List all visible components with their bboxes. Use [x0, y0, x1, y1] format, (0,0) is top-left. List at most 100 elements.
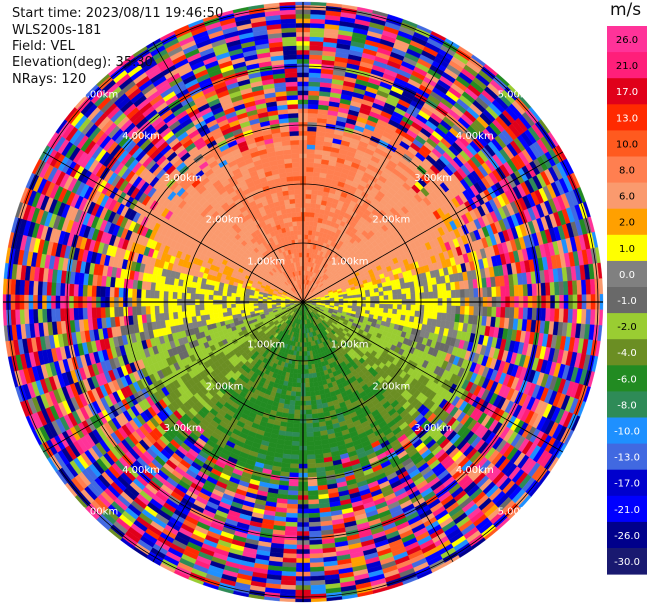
- velocity-gate: [387, 308, 393, 314]
- velocity-gate: [288, 481, 299, 487]
- velocity-gate: [304, 382, 310, 388]
- velocity-gate: [401, 293, 407, 300]
- velocity-gate: [356, 294, 362, 298]
- velocity-gate: [405, 309, 411, 317]
- velocity-gate: [304, 243, 308, 249]
- velocity-gate: [482, 306, 488, 317]
- velocity-gate: [589, 309, 596, 326]
- velocity-gate: [310, 584, 326, 591]
- velocity-gate: [308, 72, 322, 78]
- velocity-gate: [379, 303, 385, 309]
- velocity-gate: [286, 508, 298, 514]
- velocity-gate: [294, 400, 301, 406]
- velocity-gate: [288, 404, 296, 410]
- velocity-gate: [513, 284, 520, 297]
- velocity-gate: [540, 308, 547, 322]
- velocity-gate: [303, 342, 307, 348]
- velocity-gate: [432, 305, 439, 313]
- velocity-gate: [374, 307, 380, 313]
- velocity-gate: [313, 435, 322, 442]
- velocity-gate: [288, 408, 295, 415]
- velocity-gate: [307, 121, 318, 128]
- velocity-gate: [554, 281, 560, 296]
- velocity-gate: [365, 296, 371, 301]
- velocity-gate: [310, 579, 326, 586]
- velocity-gate: [388, 294, 394, 300]
- velocity-gate: [370, 296, 376, 301]
- velocity-gate: [312, 372, 318, 379]
- velocity-gate: [309, 216, 315, 222]
- velocity-gate: [289, 399, 296, 406]
- velocity-gate: [285, 517, 298, 523]
- velocity-gate: [291, 386, 297, 392]
- velocity-gate: [585, 309, 592, 325]
- velocity-gate: [400, 309, 407, 316]
- velocity-gate: [374, 303, 380, 309]
- velocity-gate: [309, 548, 323, 555]
- velocity-gate: [388, 304, 394, 310]
- velocity-gate: [289, 395, 296, 401]
- velocity-gate: [383, 290, 389, 296]
- velocity-gate: [545, 282, 551, 296]
- velocity-gate: [406, 293, 412, 300]
- velocity-gate: [308, 377, 314, 383]
- velocity-gate: [307, 467, 317, 474]
- velocity-gate: [289, 472, 299, 478]
- velocity-gate: [386, 285, 393, 292]
- velocity-gate: [309, 54, 323, 60]
- velocity-gate: [437, 290, 443, 299]
- velocity-gate: [306, 171, 314, 177]
- velocity-gate: [450, 305, 457, 315]
- velocity-gate: [308, 503, 320, 510]
- velocity-gate: [308, 368, 313, 374]
- velocity-gate: [291, 436, 300, 442]
- velocity-gate: [308, 530, 322, 537]
- velocity-gate: [356, 297, 362, 301]
- velocity-gate: [310, 404, 318, 410]
- velocity-gate: [432, 312, 438, 320]
- velocity-gate: [309, 45, 324, 51]
- velocity-gate: [307, 103, 319, 110]
- velocity-gate: [304, 378, 310, 384]
- velocity-gate: [432, 291, 439, 299]
- velocity-gate: [401, 304, 407, 311]
- velocity-gate: [298, 355, 302, 361]
- velocity-gate: [397, 294, 403, 300]
- velocity-gate: [396, 288, 402, 295]
- velocity-gate: [306, 153, 315, 159]
- velocity-gate: [312, 426, 321, 433]
- velocity-gate: [313, 162, 322, 169]
- velocity-gate: [307, 481, 318, 487]
- velocity-gate: [307, 126, 317, 132]
- velocity-gate: [459, 305, 466, 315]
- velocity-gate: [382, 286, 388, 292]
- velocity-gate: [304, 229, 309, 235]
- velocity-gate: [572, 280, 578, 296]
- velocity-gate: [414, 286, 420, 294]
- velocity-gate: [290, 391, 297, 397]
- velocity-gate: [304, 234, 309, 240]
- velocity-gate: [304, 216, 310, 222]
- velocity-gate: [464, 288, 470, 298]
- velocity-gate: [518, 284, 524, 297]
- velocity-gate: [423, 305, 430, 313]
- velocity-gate: [282, 562, 297, 568]
- velocity-gate: [491, 286, 497, 298]
- velocity-gate: [307, 130, 317, 137]
- velocity-gate: [369, 288, 375, 294]
- velocity-gate: [314, 390, 321, 396]
- velocity-gate: [306, 157, 315, 164]
- velocity-gate: [558, 308, 565, 323]
- velocity-gate: [284, 526, 298, 532]
- velocity-gate: [303, 328, 306, 334]
- velocity-gate: [281, 571, 297, 577]
- velocity-gate: [295, 391, 301, 397]
- velocity-gate: [309, 539, 323, 546]
- velocity-gate: [305, 391, 311, 397]
- velocity-gate: [306, 454, 316, 460]
- velocity-gate: [428, 291, 434, 299]
- velocity-gate: [309, 571, 325, 577]
- velocity-gate: [309, 207, 316, 213]
- velocity-gate: [309, 49, 323, 56]
- velocity-gate: [585, 279, 592, 295]
